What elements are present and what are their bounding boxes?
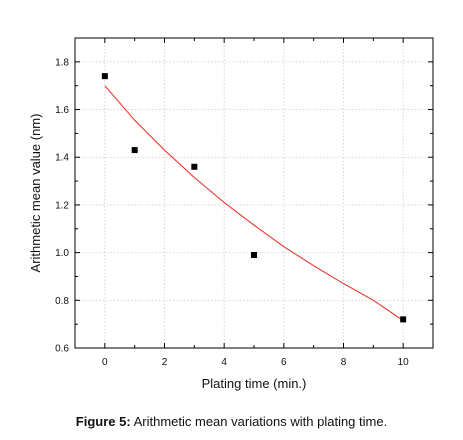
y-tick-label: 1.6 <box>55 105 69 116</box>
caption-text: Arithmetic mean variations with plating … <box>130 414 388 429</box>
x-tick-label: 0 <box>102 357 108 368</box>
fit-curve <box>104 85 404 321</box>
y-tick-label: 1.2 <box>55 200 69 211</box>
plot-frame <box>74 37 434 349</box>
x-axis-title: Plating time (min.) <box>202 376 307 391</box>
y-axis-title: Arithmetic mean value (nm) <box>28 114 43 273</box>
data-points <box>101 73 407 323</box>
x-tick-label: 8 <box>341 357 347 368</box>
figure-caption: Figure 5: Arithmetic mean variations wit… <box>0 414 463 429</box>
y-tick-label: 1.8 <box>55 57 69 68</box>
chart: 0 2 4 6 8 10 0.6 0.8 1.0 1.2 1.4 1.6 1.8 Plating tim… <box>28 37 434 391</box>
fit-curve-layer <box>104 85 404 321</box>
x-tick-label: 10 <box>398 357 410 368</box>
data-point <box>101 73 108 80</box>
x-tick-label: 4 <box>221 357 227 368</box>
y-tick-label: 1.4 <box>55 153 69 164</box>
data-point <box>131 147 138 154</box>
grid <box>75 38 433 348</box>
data-point <box>400 316 407 323</box>
y-tick-label: 0.8 <box>55 296 69 307</box>
tick-labels: 0 2 4 6 8 10 0.6 0.8 1.0 1.2 1.4 1.6 1.8 <box>55 57 409 368</box>
data-point <box>251 252 257 258</box>
caption-label: Figure 5: <box>75 414 131 429</box>
y-tick-label: 1.0 <box>55 248 69 259</box>
axis-ticks <box>75 38 433 349</box>
data-point <box>191 163 198 170</box>
x-tick-label: 2 <box>162 357 168 368</box>
x-tick-label: 6 <box>281 357 287 368</box>
y-tick-label: 0.6 <box>55 344 69 355</box>
